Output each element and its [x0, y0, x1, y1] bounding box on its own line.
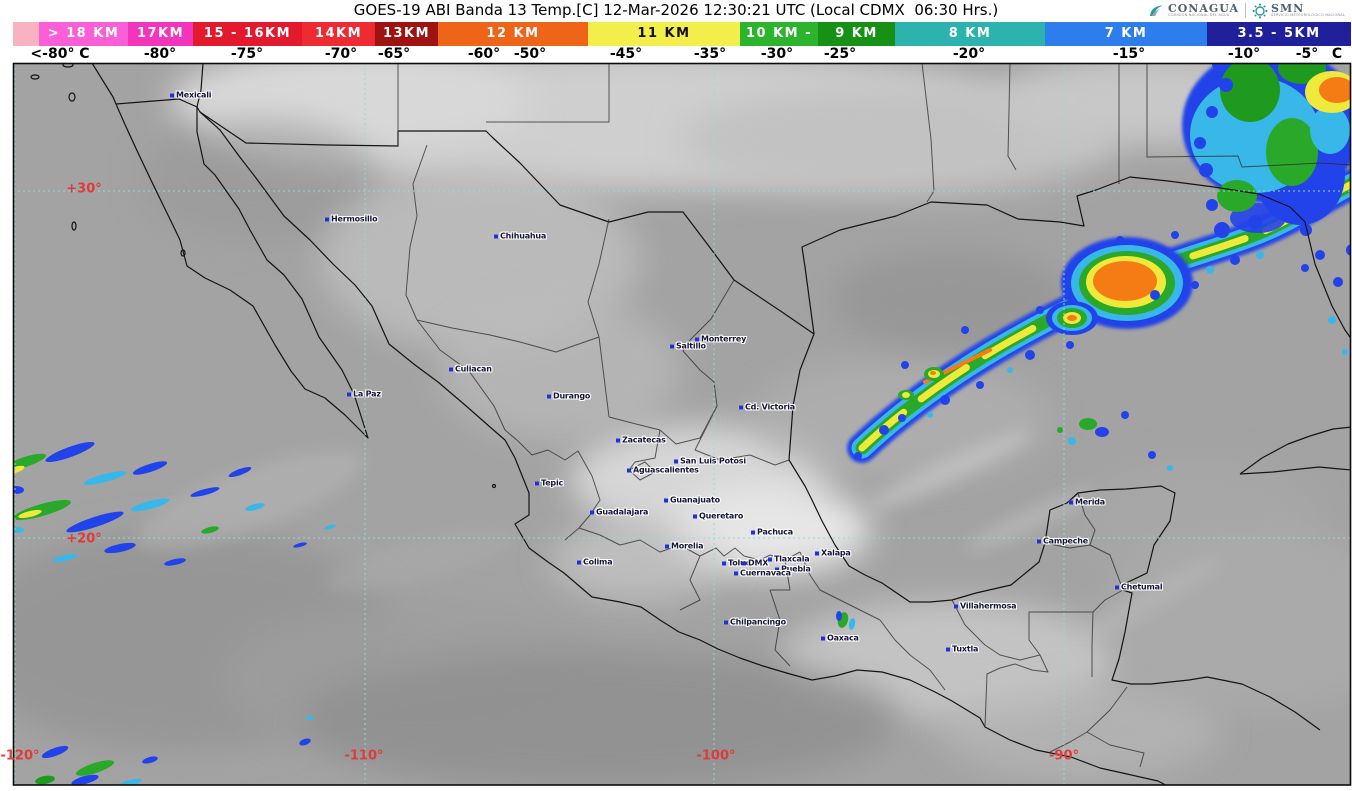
- conagua-wave-icon: [1149, 5, 1163, 16]
- temp-scale-label: -5°: [1295, 46, 1319, 62]
- temp-scale-label: -65°: [377, 46, 411, 62]
- coastlines: [30, 63, 1351, 785]
- pacific-cloud-streaks: [13, 441, 856, 785]
- temp-scale-label: -20°: [952, 46, 986, 62]
- colorbar-segment: 12 KM: [438, 22, 588, 46]
- smn-tagline: SERVICIO METEOROLÓGICO NACIONAL: [1271, 13, 1345, 18]
- smn-logo-text: SMN: [1271, 2, 1305, 16]
- storm-mass-northeast: [1057, 63, 1351, 471]
- storm-band-cores: [854, 231, 1264, 460]
- colorbar-segment: [13, 22, 39, 46]
- temp-scale-label: -75°: [230, 46, 264, 62]
- graticule: [13, 63, 1351, 785]
- colorbar-segment: 8 KM: [895, 22, 1045, 46]
- temp-scale-label: <-80° C: [30, 46, 90, 62]
- conagua-logo-text: CONAGUA: [1167, 2, 1240, 16]
- colorbar-segment: 9 KM: [818, 22, 895, 46]
- temp-scale-label: -10°: [1227, 46, 1261, 62]
- colorbar-segment: 14KM: [302, 22, 375, 46]
- smn-logo: SMN SERVICIO METEOROLÓGICO NACIONAL: [1252, 3, 1345, 19]
- colorbar-segment: 10 KM -: [740, 22, 818, 46]
- temp-scale-label: -70°: [324, 46, 358, 62]
- temp-scale-label: C: [1331, 46, 1343, 62]
- colorbar-temp-scale: <-80° C -80° -75° -70° -65° -60° -50° -45° -35° -…: [0, 46, 1352, 63]
- temp-scale-label: -45°: [609, 46, 643, 62]
- page-title: GOES-19 ABI Banda 13 Temp.[C] 12-Mar-202…: [353, 1, 999, 19]
- map-imagery: [13, 63, 1351, 785]
- colorbar: > 18 KM 17KM 15 - 16KM 14KM 13KM 12 KM 11 KM 10…: [0, 22, 1352, 46]
- colorbar-segment: 13KM: [375, 22, 438, 46]
- temp-scale-label: -15°: [1112, 46, 1146, 62]
- temp-scale-label: -25°: [823, 46, 857, 62]
- map-frame: [12, 62, 1352, 786]
- temp-scale-label: -35°: [693, 46, 727, 62]
- colorbar-segment: 7 KM: [1045, 22, 1207, 46]
- smn-gear-icon: [1252, 3, 1268, 18]
- temp-scale-label: -60°: [467, 46, 501, 62]
- colorbar-segment: 11 KM: [588, 22, 740, 46]
- colorbar-segment: 3.5 - 5KM: [1207, 22, 1351, 46]
- colorbar-segment: 17KM: [128, 22, 193, 46]
- state-borders: [397, 63, 1351, 768]
- colorbar-segment: 15 - 16KM: [193, 22, 302, 46]
- temp-scale-label: -80°: [143, 46, 177, 62]
- logo-area: CONAGUA COMISIÓN NACIONAL DEL AGUA SMN S…: [1144, 0, 1348, 21]
- temp-scale-label: -50°: [513, 46, 547, 62]
- conagua-logo: CONAGUA COMISIÓN NACIONAL DEL AGUA: [1148, 3, 1239, 18]
- conagua-tagline: COMISIÓN NACIONAL DEL AGUA: [1167, 13, 1230, 18]
- temp-scale-label: -30°: [760, 46, 794, 62]
- colorbar-segment: > 18 KM: [39, 22, 128, 46]
- logo-divider: [1245, 3, 1247, 18]
